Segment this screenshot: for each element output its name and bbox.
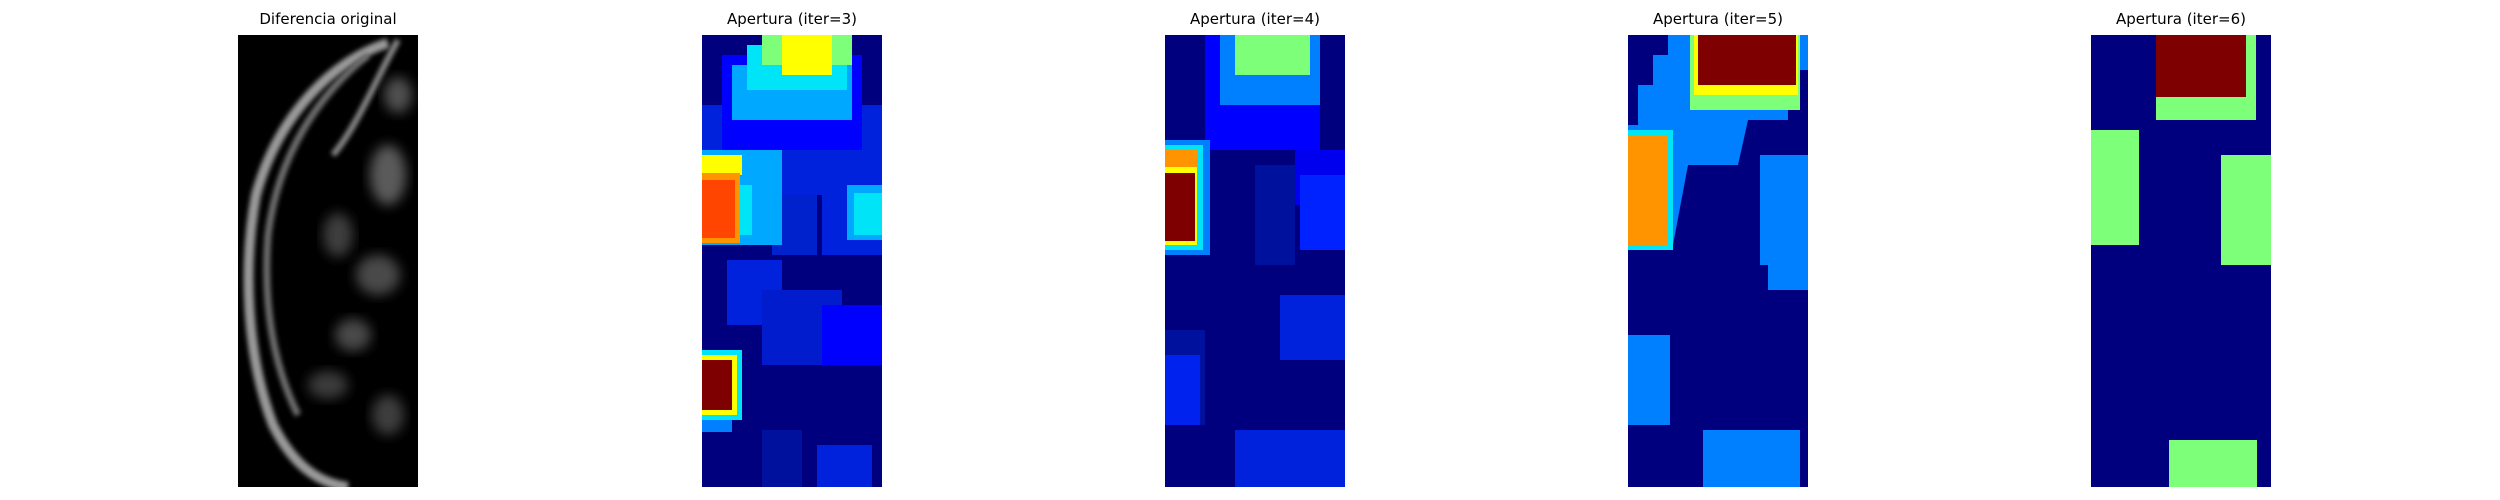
opening-iter5-image — [1628, 35, 1808, 487]
panel-title-iter5: Apertura (iter=5) — [1653, 10, 1783, 28]
panel-title-iter3: Apertura (iter=3) — [727, 10, 857, 28]
opening-iter6-image — [2091, 35, 2271, 487]
panel-title-original: Diferencia original — [259, 10, 397, 28]
panel-title-iter6: Apertura (iter=6) — [2116, 10, 2246, 28]
opening-iter4-image — [1165, 35, 1345, 487]
panel-title-iter4: Apertura (iter=4) — [1190, 10, 1320, 28]
original-difference-image — [238, 35, 418, 487]
opening-iter3-image — [702, 35, 882, 487]
